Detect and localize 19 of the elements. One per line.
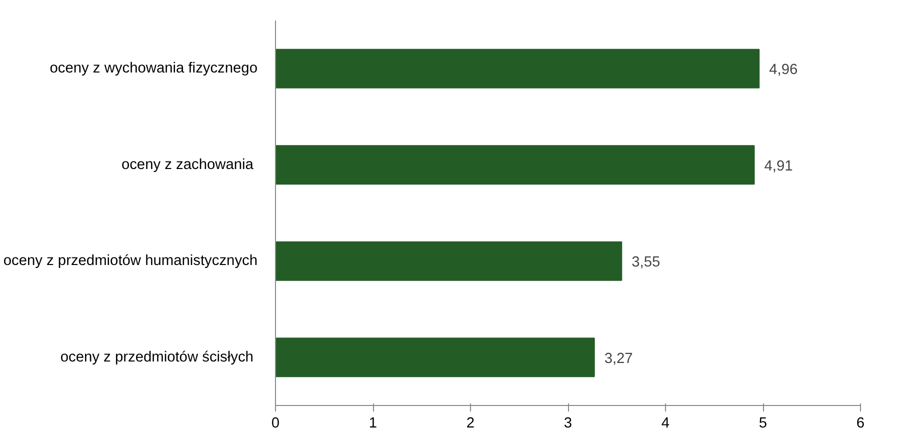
x-tick-label: 1 [368, 416, 378, 432]
x-tick-label: 4 [661, 416, 670, 432]
data-label: 4,96 [769, 62, 798, 78]
y-tick-label: oceny z zachowania [121, 156, 254, 173]
y-tick-label: oceny z wychowania fizycznego [50, 60, 258, 77]
x-tick-label: 2 [466, 416, 475, 432]
data-label: 3,55 [632, 254, 660, 271]
bar [276, 145, 755, 185]
data-label: 3,27 [604, 350, 633, 367]
y-tick-label: oceny z przedmiotów humanistycznych [3, 253, 258, 270]
x-tick-label: 3 [564, 416, 572, 432]
bar [276, 48, 760, 88]
bar [276, 241, 622, 281]
x-tick-label: 5 [758, 416, 768, 432]
bar [276, 338, 595, 378]
x-tick-label: 0 [271, 416, 280, 432]
data-label: 4,91 [764, 158, 793, 174]
y-tick-label: oceny z przedmiotów ścisłych [60, 349, 254, 366]
x-tick-label: 6 [856, 416, 865, 432]
